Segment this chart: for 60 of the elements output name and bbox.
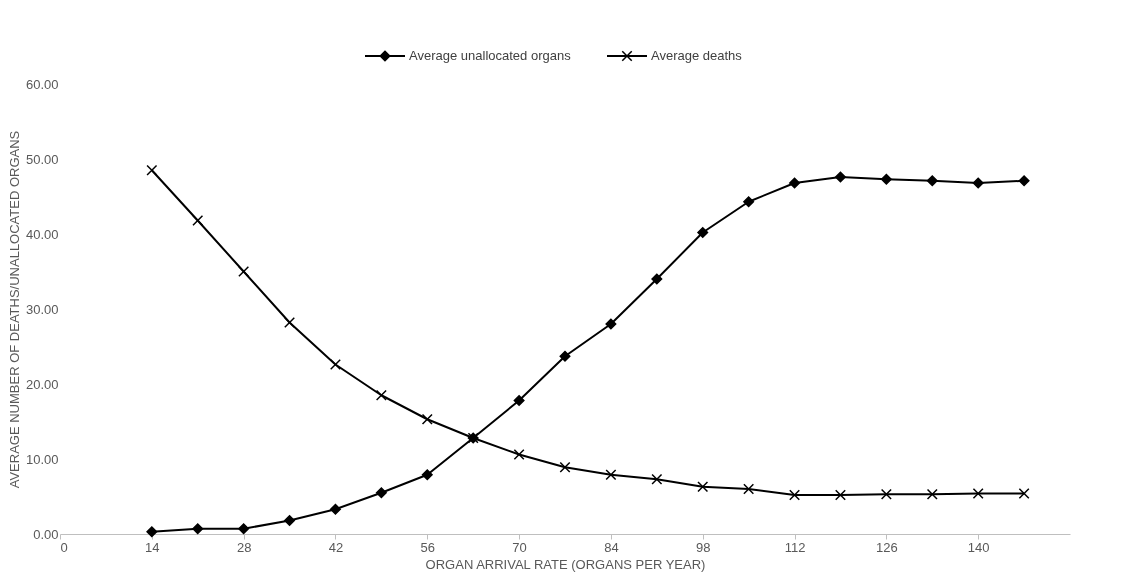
point [605, 469, 617, 481]
point [329, 359, 341, 370]
point [697, 481, 709, 493]
point [146, 526, 158, 538]
point [972, 177, 984, 189]
legend-label: Average deaths [651, 48, 743, 63]
point [972, 488, 984, 499]
point [651, 473, 663, 485]
x-tick-label: 112 [784, 539, 806, 555]
point [329, 503, 341, 515]
y-tick-label: 40.00 [25, 226, 59, 242]
point [697, 227, 709, 238]
x-tick-label: 70 [512, 539, 527, 555]
y-tick-label: 60.00 [25, 76, 59, 92]
point [375, 487, 387, 499]
y-tick-label: 10.00 [25, 451, 59, 467]
x-tick-label: 14 [145, 539, 160, 555]
point [789, 177, 801, 189]
point [651, 273, 663, 285]
point [789, 489, 801, 501]
point [743, 196, 755, 208]
point [238, 523, 250, 535]
point [834, 489, 846, 501]
point [1018, 175, 1030, 187]
y-tick-label: 0.00 [33, 526, 59, 542]
point [513, 449, 525, 460]
x-tick-label: 126 [876, 539, 898, 555]
legend-label: Average unallocated organs [409, 48, 572, 63]
point [238, 266, 250, 277]
x-axis-title: ORGAN ARRIVAL RATE (ORGANS PER YEAR) [425, 556, 706, 572]
point [743, 483, 755, 495]
point [192, 215, 204, 226]
x-tick-label: 28 [236, 539, 252, 555]
x-tick-label: 42 [328, 539, 344, 555]
point [284, 515, 296, 526]
point [192, 523, 204, 535]
point [880, 173, 892, 185]
x-tick-label: 98 [695, 539, 711, 555]
x-tick-label: 84 [604, 539, 619, 555]
y-axis-title: AVERAGE NUMBER OF DEATHS/UNALLOCATED ORGANS [6, 130, 22, 489]
point [605, 318, 617, 330]
point [834, 171, 846, 183]
point [880, 488, 892, 500]
point [1018, 488, 1030, 499]
x-tick-label: 140 [967, 539, 990, 555]
point [284, 317, 296, 328]
y-tick-label: 30.00 [25, 301, 59, 317]
point [146, 164, 158, 176]
point [559, 350, 571, 362]
point [375, 389, 387, 401]
point [926, 488, 938, 500]
y-tick-label: 50.00 [25, 151, 59, 167]
point [421, 469, 433, 481]
point [559, 461, 571, 473]
x-tick-label: 0 [60, 539, 68, 555]
x-tick-label: 56 [420, 539, 436, 555]
point [513, 395, 525, 406]
y-tick-label: 20.00 [25, 376, 59, 392]
point [421, 413, 433, 425]
point [926, 175, 938, 187]
